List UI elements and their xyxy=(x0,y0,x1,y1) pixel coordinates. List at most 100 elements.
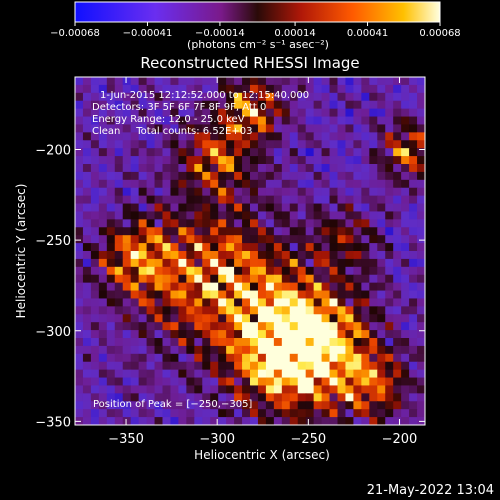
heatmap-cell xyxy=(218,298,227,307)
heatmap-cell xyxy=(313,100,323,110)
heatmap-cell xyxy=(257,258,267,268)
heatmap-cell xyxy=(170,361,179,371)
heatmap-cell xyxy=(218,322,227,331)
heatmap-cell xyxy=(361,84,370,94)
heatmap-cell xyxy=(114,298,124,307)
heatmap-cell xyxy=(178,266,187,276)
heatmap-cell xyxy=(138,171,148,181)
heatmap-image xyxy=(75,77,425,425)
heatmap-cell xyxy=(226,353,235,363)
heatmap-cell xyxy=(321,258,331,268)
heatmap-cell xyxy=(75,243,84,252)
heatmap-cell xyxy=(393,227,402,236)
heatmap-cell xyxy=(345,361,354,371)
heatmap-cell xyxy=(194,227,203,236)
heatmap-cell xyxy=(82,298,92,307)
heatmap-cell xyxy=(417,345,425,355)
heatmap-cell xyxy=(281,156,291,165)
heatmap-cell xyxy=(321,203,331,213)
heatmap-cell xyxy=(226,243,235,252)
heatmap-cell xyxy=(146,330,156,339)
heatmap-cell xyxy=(321,322,331,331)
heatmap-cell xyxy=(353,187,362,197)
heatmap-cell xyxy=(114,100,124,110)
heatmap-cell xyxy=(138,377,148,387)
heatmap-cell xyxy=(393,338,402,347)
heatmap-cell xyxy=(170,179,179,189)
heatmap-cell xyxy=(162,274,172,284)
heatmap-cell xyxy=(393,171,402,181)
heatmap-cell xyxy=(162,417,172,425)
heatmap-cell xyxy=(178,314,187,323)
heatmap-cell xyxy=(409,84,418,94)
heatmap-cell xyxy=(178,132,187,141)
heatmap-cell xyxy=(377,132,386,141)
heatmap-cell xyxy=(393,235,402,244)
y-axis-label: Heliocentric Y (arcsec) xyxy=(14,184,28,319)
heatmap-cell xyxy=(281,345,291,355)
heatmap-cell xyxy=(321,266,331,276)
heatmap-cell xyxy=(409,100,418,110)
heatmap-cell xyxy=(281,274,291,284)
heatmap-cell xyxy=(178,219,187,228)
heatmap-cell xyxy=(385,409,394,418)
heatmap-cell xyxy=(401,195,410,205)
heatmap-cell xyxy=(75,179,84,189)
heatmap-cell xyxy=(417,203,425,213)
heatmap-cell xyxy=(146,290,156,300)
heatmap-cell xyxy=(329,322,339,331)
heatmap-cell xyxy=(393,148,402,157)
heatmap-cell xyxy=(210,243,219,252)
heatmap-cell xyxy=(82,211,92,220)
heatmap-cell xyxy=(385,116,394,126)
heatmap-cell xyxy=(401,227,410,236)
heatmap-cell xyxy=(98,377,108,387)
heatmap-cell xyxy=(162,266,172,276)
heatmap-cell xyxy=(162,84,172,94)
heatmap-cell xyxy=(98,266,108,276)
heatmap-cell xyxy=(273,298,283,307)
heatmap-cell xyxy=(281,251,291,260)
heatmap-cell xyxy=(226,266,235,276)
heatmap-cell xyxy=(226,77,235,86)
heatmap-cell xyxy=(417,108,425,118)
heatmap-cell xyxy=(170,227,179,236)
heatmap-cell xyxy=(297,282,307,292)
heatmap-cell xyxy=(361,377,370,387)
heatmap-cell xyxy=(369,274,378,284)
heatmap-cell xyxy=(202,266,211,276)
heatmap-cell xyxy=(242,219,251,228)
heatmap-cell xyxy=(218,92,227,102)
heatmap-cell xyxy=(98,116,108,126)
heatmap-cell xyxy=(385,132,394,141)
heatmap-cell xyxy=(257,266,267,276)
heatmap-cell xyxy=(345,219,354,228)
heatmap-cell xyxy=(345,235,354,244)
heatmap-cell xyxy=(329,116,339,126)
heatmap-cell xyxy=(226,187,235,197)
heatmap-cell xyxy=(417,274,425,284)
heatmap-cell xyxy=(154,345,164,355)
heatmap-cell xyxy=(273,417,283,425)
heatmap-cell xyxy=(329,100,339,110)
heatmap-cell xyxy=(170,409,179,418)
heatmap-cell xyxy=(409,77,418,86)
heatmap-cell xyxy=(162,338,172,347)
heatmap-cell xyxy=(289,409,299,418)
heatmap-cell xyxy=(417,361,425,371)
heatmap-cell xyxy=(281,330,291,339)
heatmap-cell xyxy=(305,361,315,371)
heatmap-cell xyxy=(313,417,323,425)
heatmap-cell xyxy=(337,369,347,379)
heatmap-cell xyxy=(170,369,179,379)
heatmap-cell xyxy=(337,258,347,268)
heatmap-cell xyxy=(329,385,339,394)
heatmap-cell xyxy=(417,171,425,181)
heatmap-cell xyxy=(90,258,100,268)
heatmap-cell xyxy=(313,290,323,300)
heatmap-cell xyxy=(321,345,331,355)
heatmap-cell xyxy=(154,385,164,394)
x-axis: −350 −300 −250 −200 xyxy=(108,77,417,447)
heatmap-cell xyxy=(417,298,425,307)
heatmap-cell xyxy=(257,187,267,197)
